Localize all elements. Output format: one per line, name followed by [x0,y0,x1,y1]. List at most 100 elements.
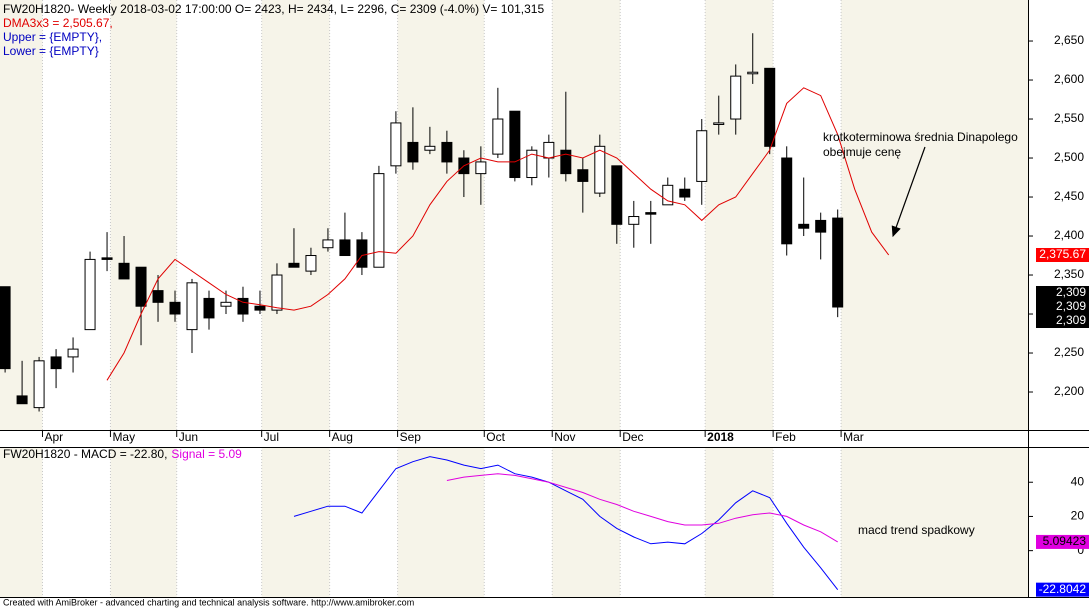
candle-body [356,239,368,268]
candle-body [254,305,266,311]
footer: Created with AmiBroker - advanced charti… [3,597,414,607]
candle-body [33,360,45,409]
x-tick-label: Oct [486,430,505,444]
candle-body [50,356,62,370]
x-tick-label: Dec [622,430,643,444]
candle-body [747,71,759,75]
month-band [841,0,1028,430]
y-tick-label: 2,400 [1054,228,1084,242]
candle-body [339,239,351,257]
candle-body [424,145,436,151]
y-tick-label: 40 [1071,474,1085,488]
annotation-arrow [891,146,926,238]
candle-body [543,141,555,159]
candle-body [492,118,504,155]
month-band [841,447,1028,597]
annotation: krotkoterminowa średnia Dinapolego [823,130,1018,144]
candle-body [832,217,844,308]
candle-body [373,173,385,268]
candle-body [288,262,300,268]
price-label-box [1036,534,1089,549]
chart-title: FW20H1820 - MACD = -22.80, [3,447,167,461]
legend-entry: DMA3x3 = 2,505.67, [3,16,113,30]
legend-entry: Signal = 5.09 [171,447,242,461]
month-band [0,447,43,597]
price-label: 5.09423 [1043,534,1087,548]
candle-body [152,290,164,303]
price-label-box [1036,285,1089,300]
y-tick-label: 2,550 [1054,111,1084,125]
y-tick-label: 2,500 [1054,150,1084,164]
y-tick-label: 2,200 [1054,384,1084,398]
legend-entry: Upper = {EMPTY}, [3,30,102,44]
candle-body [67,348,79,358]
candle-body [407,141,419,163]
line-series [293,456,839,591]
candle-body [135,266,147,307]
y-tick-label: 2,250 [1054,345,1084,359]
candle-body [560,149,572,175]
candle-body [390,122,402,167]
month-band [705,447,774,597]
y-tick-label: 2,350 [1054,267,1084,281]
candle-body [271,274,283,311]
legend-entry: Lower = {EMPTY} [3,44,99,58]
candle-body [713,122,725,125]
candle-body [16,395,28,405]
candle-body [679,188,691,198]
candle-body [84,258,96,331]
x-tick-label: Apr [44,430,63,444]
month-band [397,0,485,430]
candle-body [526,149,538,179]
candle-body [815,219,827,233]
month-band [110,0,177,430]
x-tick-label: Nov [554,430,575,444]
candle-body [611,165,623,225]
x-tick-label: Jul [264,430,279,444]
line-series [446,473,838,543]
annotation: obejmuje cenę [823,145,901,159]
candle-body [220,301,232,307]
x-tick-label: Jun [179,430,198,444]
candle-body [798,223,810,229]
candle-body [475,161,487,175]
candle-body [628,216,640,225]
candle-body [169,301,181,315]
candle-body [730,75,742,120]
chart-title: FW20H1820- Weekly 2018-03-02 17:00:00 O=… [3,2,544,16]
x-tick-label: Sep [400,430,422,444]
candle-body [186,282,198,331]
candle-body [237,297,249,315]
month-band [261,0,330,430]
price-label: 2,309 [1056,285,1086,299]
price-label: -22.8042 [1039,582,1087,596]
y-tick-label: 2,600 [1054,72,1084,86]
candle-body [645,212,657,215]
price-label-box [1036,247,1089,262]
x-tick-label: May [112,430,135,444]
candle-body [696,130,708,182]
x-tick-label: Aug [332,430,353,444]
candle-body [594,145,606,194]
candle-body [764,67,776,147]
month-band [552,0,621,430]
line-series [106,87,890,381]
candle-body [662,184,674,206]
candle-body [509,110,521,179]
y-tick-label: 2,650 [1054,33,1084,47]
month-band [261,447,330,597]
price-label-box [1036,313,1089,328]
candle-body [441,141,453,163]
candle-body [781,157,793,245]
candle-body [203,297,215,319]
x-tick-label: Mar [843,430,864,444]
candle-body [322,239,334,249]
price-label-box [1036,299,1089,314]
y-tick-label: 0 [1077,543,1084,557]
price-label-box [1036,582,1089,597]
annotation: macd trend spadkowy [858,523,975,537]
x-tick-label: Feb [775,430,796,444]
